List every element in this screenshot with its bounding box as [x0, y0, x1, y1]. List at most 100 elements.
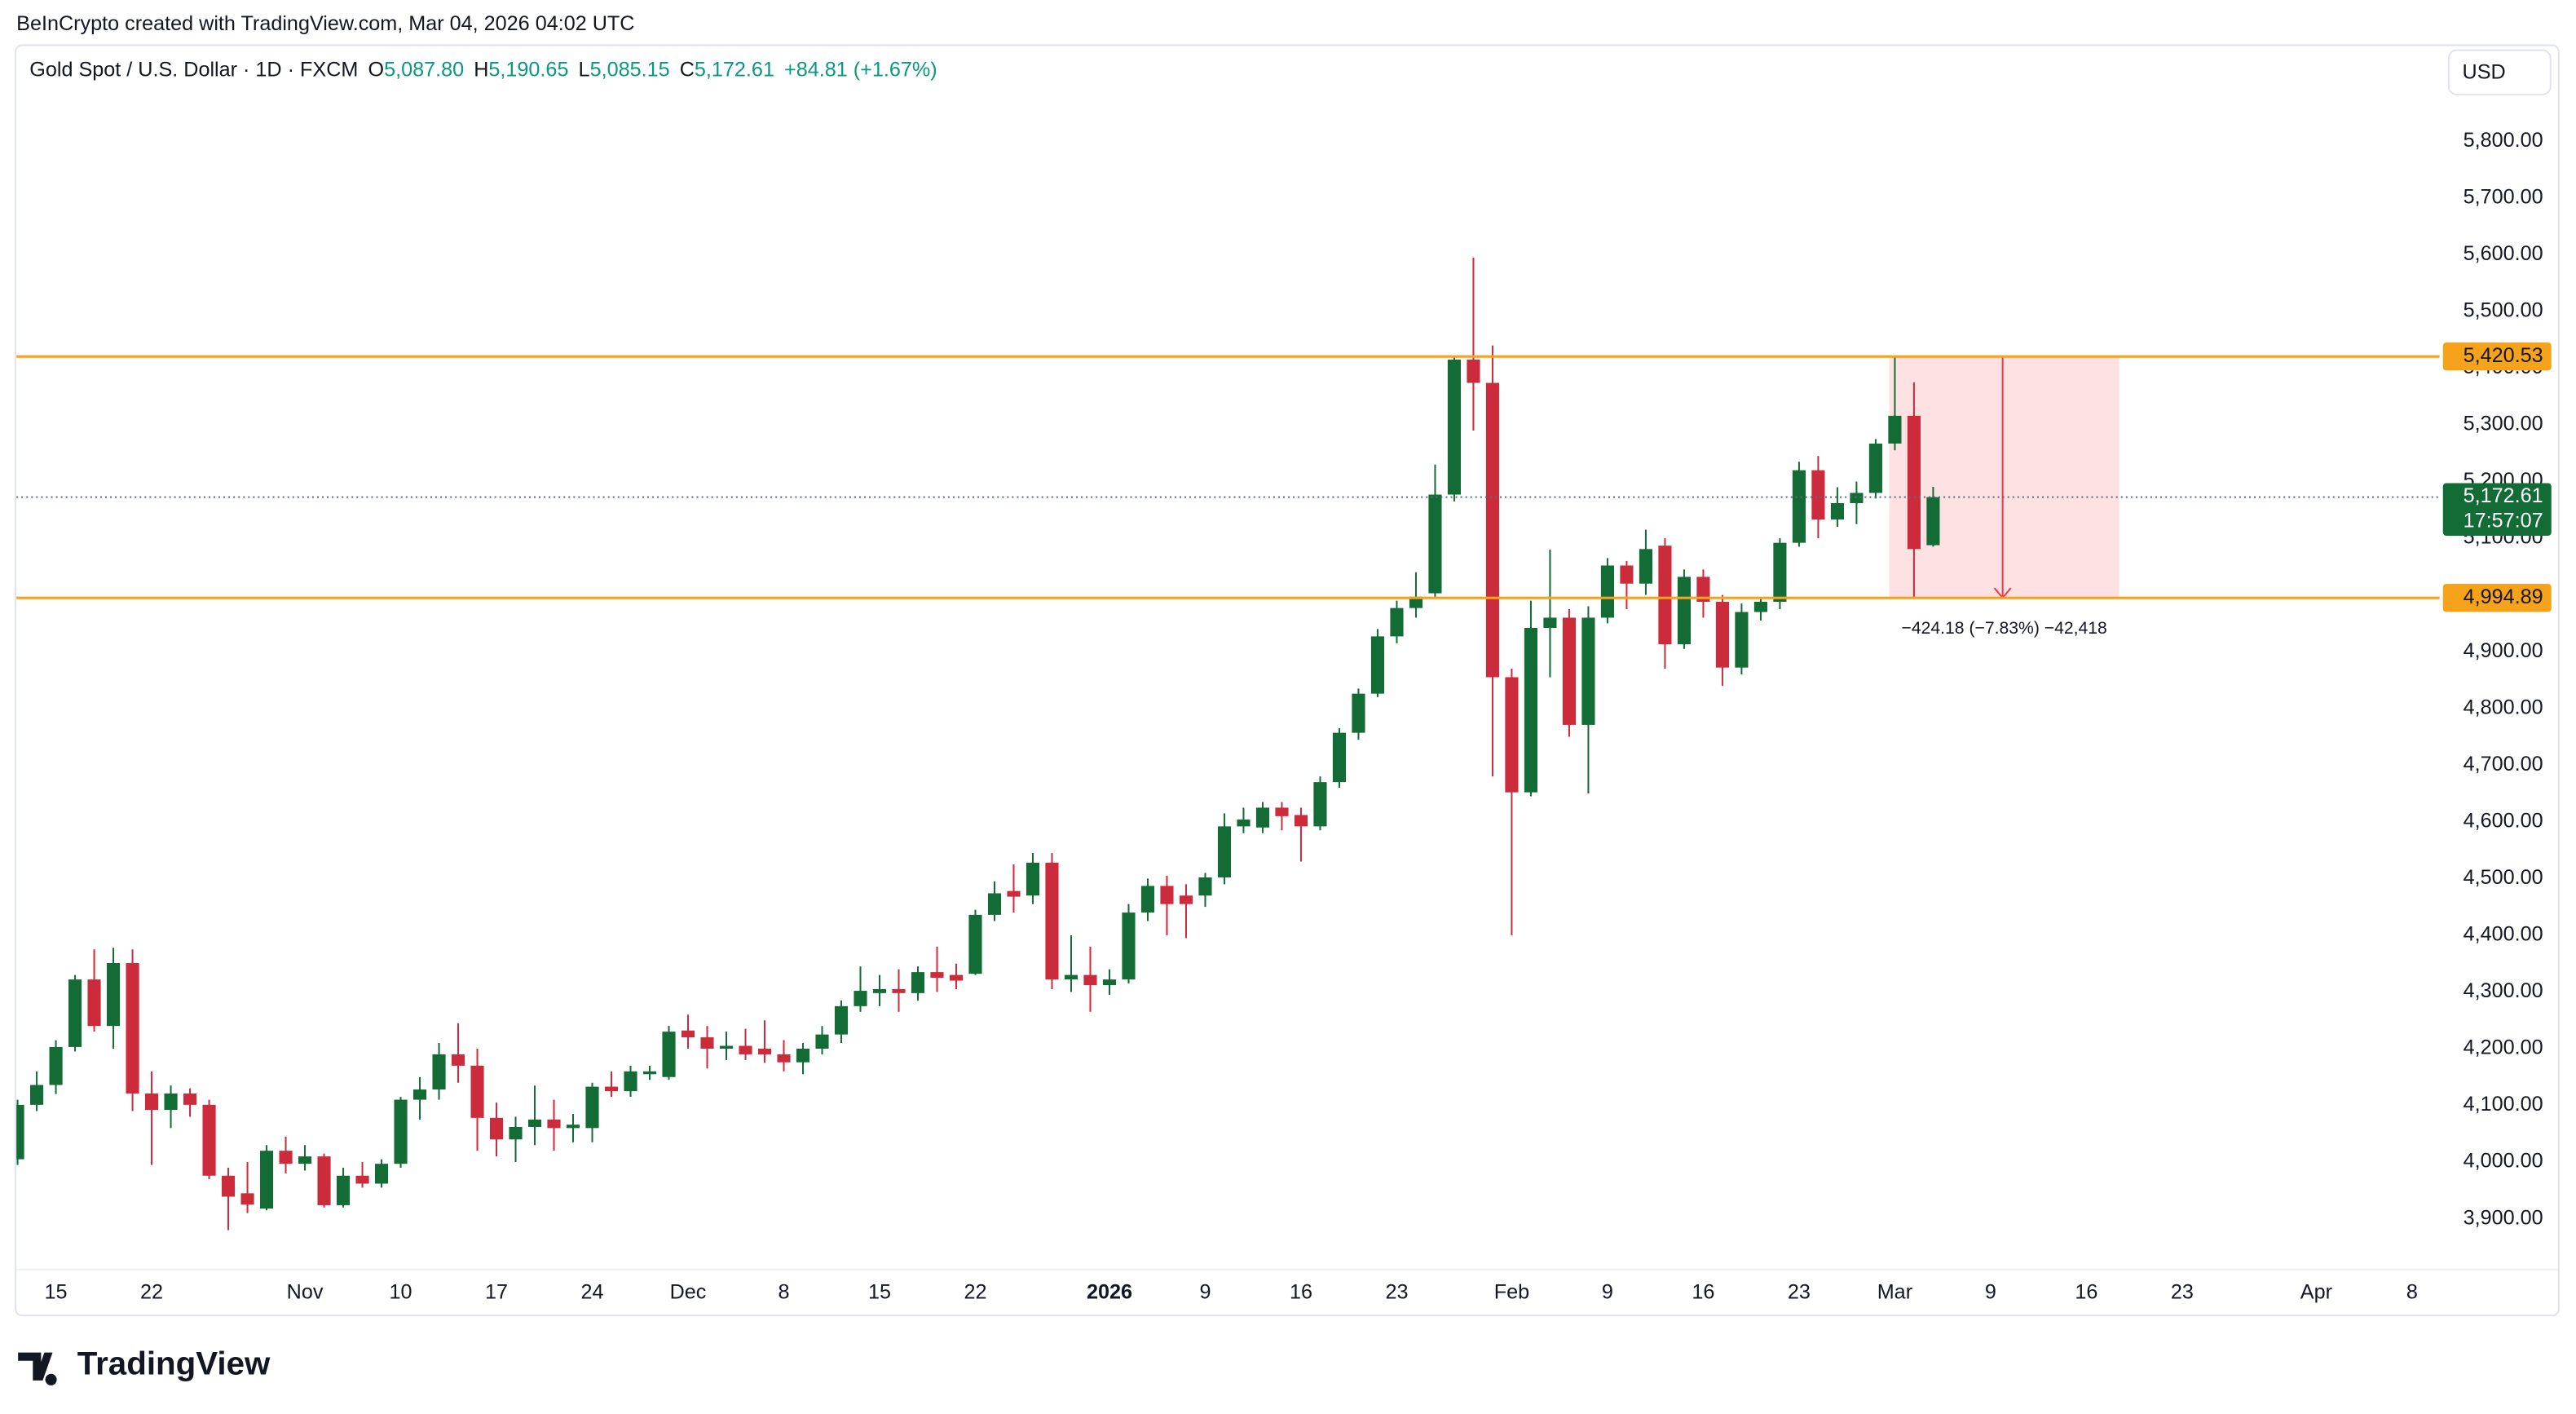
y-tick-label: 4,700.00 — [2464, 753, 2543, 775]
y-tick-label: 5,500.00 — [2464, 299, 2543, 322]
candle-body — [1850, 493, 1864, 503]
candle-body — [854, 991, 867, 1006]
logo-mark — [18, 1352, 57, 1385]
candle-body — [566, 1125, 580, 1129]
candle-body — [1677, 577, 1691, 645]
y-tick-label: 4,200.00 — [2464, 1036, 2543, 1059]
candle-body — [30, 1085, 44, 1105]
candle-body — [1811, 470, 1825, 520]
candle-body — [336, 1175, 351, 1205]
candle-body — [144, 1093, 159, 1111]
ohlc-label: L — [579, 58, 590, 81]
candle-body — [1122, 912, 1136, 980]
candle-body — [892, 988, 906, 993]
ohlc-value: 5,085.15 — [590, 58, 670, 81]
ohlc-label: O — [368, 58, 384, 81]
price-axis: 3,900.00 4,000.00 4,100.00 4,200.00 4,300.00… — [2442, 129, 2552, 1229]
candle-body — [987, 893, 1002, 915]
candle-body — [489, 1117, 504, 1140]
candle-body — [911, 972, 925, 993]
candle-body — [374, 1164, 389, 1184]
candle-body — [1370, 636, 1385, 694]
y-tick-label: 4,300.00 — [2464, 979, 2543, 1002]
candle-body — [1045, 862, 1059, 980]
y-tick-label: 4,600.00 — [2464, 809, 2543, 832]
candle-body — [298, 1156, 312, 1164]
candle-body — [1237, 820, 1251, 827]
logo-text: TradingView — [77, 1345, 271, 1381]
candle-body — [1428, 494, 1442, 594]
candle-body — [1007, 890, 1021, 897]
candle-body — [700, 1037, 714, 1049]
candle-body — [1255, 807, 1270, 828]
level-label: 4,994.89 — [2464, 585, 2543, 608]
candle-body — [757, 1048, 772, 1054]
y-tick-label: 4,100.00 — [2464, 1093, 2543, 1116]
candle-body — [1275, 807, 1289, 816]
candle-body — [68, 979, 82, 1047]
x-tick-label: 16 — [1692, 1281, 1714, 1304]
candle-body — [221, 1175, 236, 1197]
y-tick-label: 5,600.00 — [2464, 242, 2543, 265]
ohlc-value: 5,172.61 — [695, 58, 774, 81]
candle-body — [1390, 608, 1404, 637]
candle-body — [968, 914, 982, 974]
candle-body — [872, 988, 887, 993]
level-label: 5,420.53 — [2464, 344, 2543, 367]
candle-body — [624, 1071, 637, 1092]
x-tick-label: 16 — [2075, 1281, 2097, 1304]
logo: TradingView — [18, 1345, 271, 1385]
symbol-legend: Gold Spot / U.S. Dollar · 1D · FXCM O5,08… — [29, 58, 937, 81]
x-tick-label: 17 — [485, 1281, 508, 1304]
candle-body — [604, 1086, 619, 1092]
candle-body — [1907, 415, 1921, 550]
candle-body — [662, 1032, 676, 1077]
candle-body — [412, 1089, 427, 1100]
countdown: 17:57:07 — [2464, 509, 2543, 532]
plot-area — [16, 257, 2440, 1231]
candle-body — [317, 1156, 331, 1205]
candle-body — [509, 1126, 523, 1140]
candle-body — [949, 974, 964, 981]
y-tick-label: 4,000.00 — [2464, 1150, 2543, 1173]
candle-body — [470, 1065, 484, 1118]
ohlc-value: 5,190.65 — [488, 58, 568, 81]
chart-frame — [15, 44, 2560, 1317]
candle-body — [1868, 443, 1882, 493]
candle-body — [1332, 732, 1347, 783]
candle-body — [1792, 470, 1806, 543]
candle-body — [1198, 877, 1212, 896]
x-tick-label: 23 — [2171, 1281, 2194, 1304]
candle-body — [1926, 497, 1940, 546]
x-tick-label: Dec — [670, 1281, 707, 1304]
candle-body — [1447, 360, 1462, 495]
candle-body — [739, 1045, 752, 1054]
candle-body — [1179, 895, 1193, 904]
candle-body — [1217, 826, 1232, 877]
currency-button[interactable] — [2447, 49, 2552, 95]
candle-body — [1140, 886, 1155, 913]
candle-body — [1543, 617, 1557, 628]
current-price-tag — [2442, 483, 2552, 536]
x-tick-label: 15 — [868, 1281, 891, 1304]
change: +84.81 (+1.67%) — [784, 58, 937, 81]
candle-body — [183, 1093, 197, 1105]
ohlc-value: 5,087.80 — [384, 58, 464, 81]
candle-body — [279, 1151, 293, 1164]
current-price-label: 5,172.61 — [2464, 484, 2543, 507]
x-tick-label: 2026 — [1087, 1281, 1132, 1304]
candle-body — [1485, 382, 1500, 678]
x-tick-label: 16 — [1290, 1281, 1312, 1304]
candle-body — [1735, 612, 1749, 668]
candle-body — [1581, 617, 1595, 725]
currency[interactable]: USD — [2463, 60, 2506, 83]
candle-body — [1620, 565, 1634, 584]
candle-body — [1160, 886, 1174, 904]
candle-body — [1352, 693, 1365, 733]
measure-label: −424.18 (−7.83%) −42,418 — [1902, 619, 2107, 638]
x-tick-label: 22 — [140, 1281, 163, 1304]
x-tick-label: 15 — [45, 1281, 68, 1304]
candle-body — [1409, 596, 1423, 608]
candle-body — [1888, 415, 1902, 444]
